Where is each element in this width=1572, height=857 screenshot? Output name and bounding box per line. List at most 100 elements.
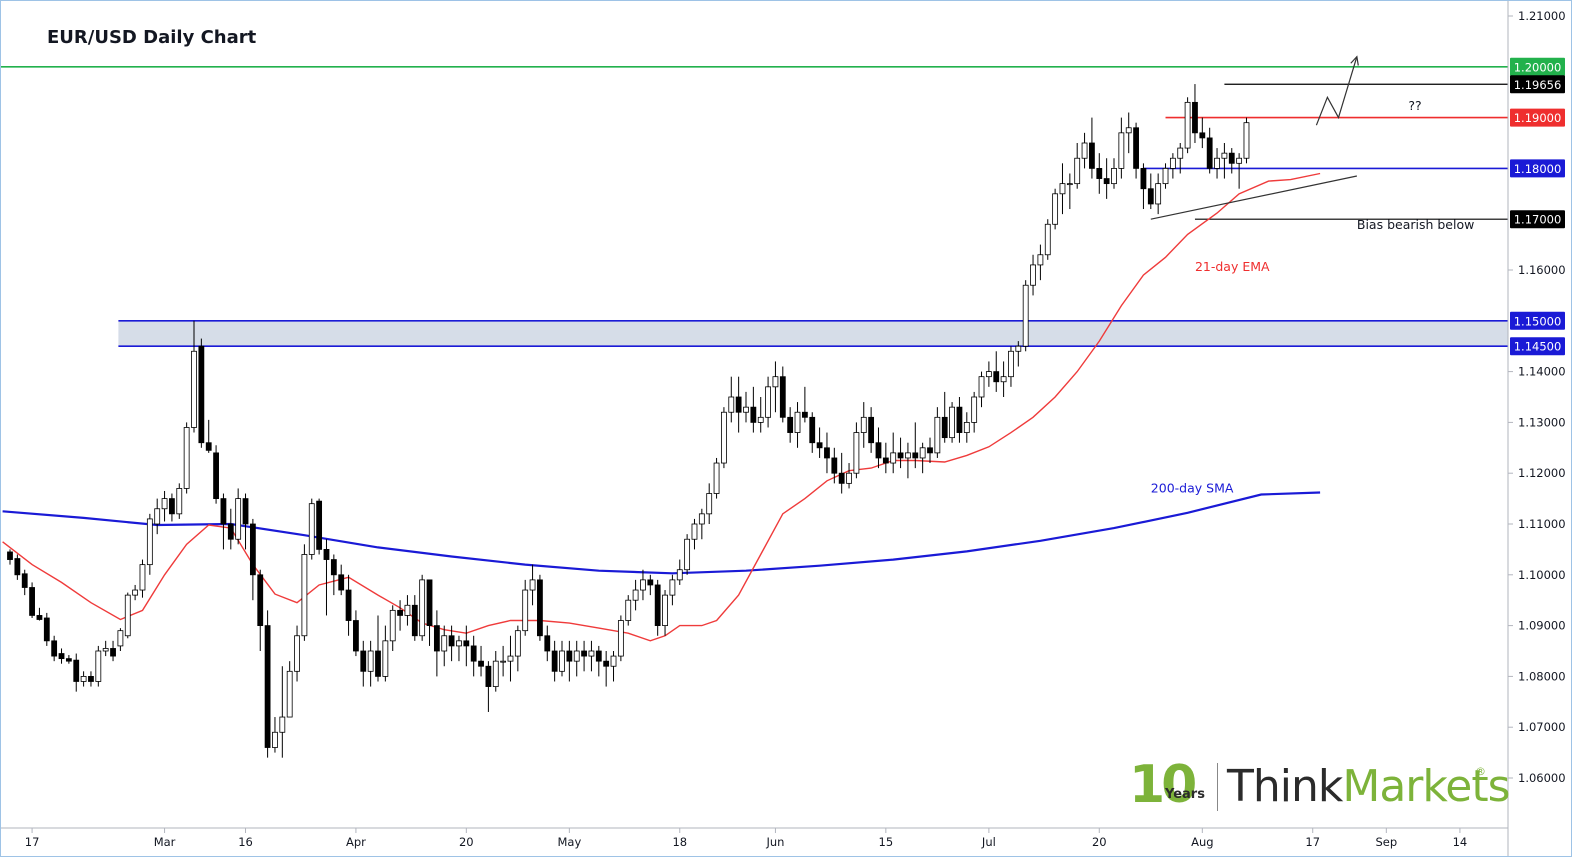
- candle-body: [1074, 157, 1081, 185]
- candle-body: [544, 635, 551, 652]
- candle-body: [816, 442, 823, 449]
- candle-body: [647, 579, 654, 586]
- candle-body: [375, 650, 381, 677]
- x-tick-label: 16: [238, 835, 253, 849]
- candle-body: [492, 660, 499, 687]
- x-tick-label: May: [557, 835, 581, 849]
- candle-body: [1133, 127, 1139, 169]
- candle-body: [728, 396, 735, 413]
- candle-body: [632, 589, 639, 601]
- candle-body: [698, 513, 705, 525]
- ema-label: 21-day EMA: [1195, 259, 1270, 274]
- candle-body: [588, 650, 595, 657]
- candle-body: [308, 503, 315, 555]
- candle-body: [1089, 142, 1095, 169]
- candle-body: [367, 650, 374, 672]
- candle-body: [625, 599, 632, 621]
- candle-body: [433, 625, 440, 652]
- candle-body: [669, 579, 676, 596]
- candle-body: [507, 655, 514, 662]
- candle-body: [294, 635, 300, 672]
- projection-arrowhead-icon: [1350, 55, 1359, 66]
- candle-body: [1059, 183, 1066, 195]
- candle-body: [14, 558, 21, 576]
- candle-body: [161, 498, 168, 510]
- candle-body: [750, 406, 757, 423]
- candle-body: [1155, 183, 1162, 205]
- candle-body: [993, 371, 1000, 383]
- candle-body: [478, 660, 484, 667]
- candle-body: [95, 650, 102, 682]
- candle-body: [1162, 167, 1169, 185]
- candle-body: [220, 498, 227, 525]
- candle-body: [1103, 178, 1110, 185]
- candle-body: [934, 416, 941, 454]
- candle-body: [1015, 345, 1022, 352]
- candle-body: [353, 620, 359, 652]
- sma-label: 200-day SMA: [1151, 481, 1234, 496]
- candle-body: [1000, 376, 1007, 383]
- zone-low-tag-label: 1.14500: [1514, 340, 1562, 354]
- candle-body: [595, 650, 602, 662]
- candle-body: [205, 442, 212, 451]
- resistance-1.19000-tag: [1510, 108, 1565, 127]
- candle-body: [227, 523, 234, 540]
- candle-body: [272, 731, 278, 748]
- zone-high-tag: [1510, 311, 1565, 330]
- candle-body: [1030, 264, 1036, 286]
- logo-divider: [1217, 763, 1218, 811]
- candle-body: [1118, 132, 1125, 169]
- candle-body: [397, 609, 403, 616]
- candle-body: [1008, 350, 1014, 378]
- candle-body: [242, 498, 249, 525]
- candle-body: [43, 617, 50, 642]
- candle-body: [301, 554, 308, 637]
- candle-body: [1177, 147, 1184, 159]
- x-tick-label: 14: [1453, 835, 1468, 849]
- candle-body: [132, 589, 139, 596]
- candle-body: [949, 406, 955, 439]
- candle-body: [404, 604, 411, 616]
- x-tick-label: 17: [25, 835, 40, 849]
- candle-body: [463, 640, 470, 647]
- candle-body: [743, 406, 749, 413]
- candle-body: [522, 589, 529, 632]
- candle-body: [382, 640, 389, 677]
- candle-body: [411, 604, 418, 637]
- candle-body: [1169, 157, 1176, 169]
- candle-body: [684, 538, 691, 571]
- candle-body: [1037, 254, 1044, 266]
- zone-low-tag: [1510, 337, 1565, 356]
- x-tick-label: Aug: [1191, 835, 1213, 849]
- candle-body: [787, 416, 794, 433]
- candle-body: [978, 376, 985, 398]
- candle-body: [169, 498, 175, 515]
- y-tick-label: 1.07000: [1518, 720, 1566, 734]
- level-1.19656-tag: [1510, 75, 1565, 94]
- candle-body: [1243, 122, 1250, 159]
- candle-body: [905, 452, 911, 459]
- resistance-1.20000-tag-label: 1.20000: [1514, 60, 1562, 74]
- candle-body: [919, 447, 926, 459]
- candle-body: [117, 630, 124, 647]
- candle-body: [102, 648, 109, 652]
- candle-body: [198, 345, 205, 444]
- candle-body: [779, 376, 786, 418]
- candle-body: [279, 716, 286, 733]
- rising-trendline: [1150, 175, 1358, 220]
- candle-body: [617, 620, 624, 657]
- candle-body: [360, 650, 367, 672]
- candle-body: [154, 508, 161, 525]
- support-1.17000-tag: [1510, 210, 1565, 229]
- candle-body: [7, 551, 13, 560]
- candle-body: [286, 670, 293, 718]
- candle-body: [566, 650, 573, 662]
- candle-body: [80, 676, 87, 682]
- x-tick-label: Jul: [981, 835, 996, 849]
- candle-body: [853, 432, 860, 474]
- level-1.19656-tag-label: 1.19656: [1514, 78, 1562, 92]
- candle-body: [110, 648, 116, 657]
- candle-body: [191, 350, 197, 428]
